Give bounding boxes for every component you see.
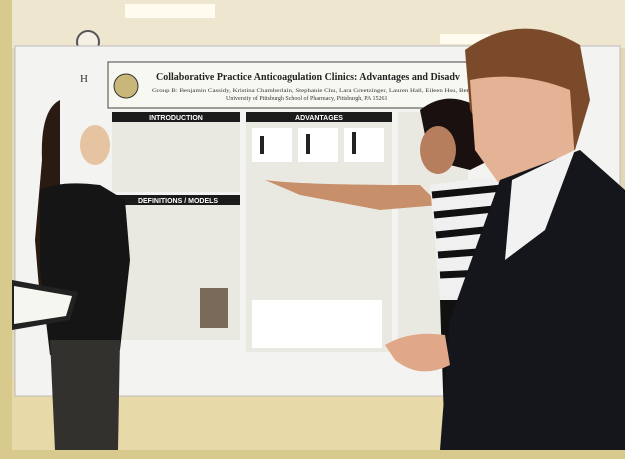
stripes: [431, 184, 505, 279]
section-title: ADVANTAGES: [295, 115, 343, 122]
person-face: [420, 126, 456, 174]
suit-jacket: [440, 150, 625, 450]
person-dress: [40, 183, 130, 355]
mini-chart: [344, 128, 384, 162]
person-pants: [50, 340, 120, 450]
poster-affiliation: University of Pittsburgh School of Pharm…: [226, 95, 388, 102]
section-header: [112, 112, 240, 122]
mini-chart: [298, 128, 338, 162]
table-image: [252, 300, 382, 348]
ceiling-light: [440, 34, 490, 44]
mini-bar: [306, 134, 310, 154]
shirt: [505, 150, 575, 260]
seal: [113, 73, 139, 99]
person-face: [470, 76, 575, 190]
board-label: H: [80, 73, 88, 85]
hand: [385, 333, 450, 372]
mini-chart: [252, 128, 292, 162]
paper: [14, 286, 72, 324]
poster-title: Collaborative Practice Anticoagulation C…: [156, 72, 460, 83]
poster-authors: Group B: Benjamin Cassidy, Kristina Cham…: [152, 88, 472, 94]
section-header: [246, 112, 392, 122]
mini-bar: [260, 136, 264, 154]
section-header: [116, 195, 240, 205]
section-title: INTRODUCTION: [149, 115, 203, 122]
mini-bar: [352, 132, 356, 154]
ceiling-light: [125, 4, 215, 18]
person-face: [80, 125, 110, 165]
pointing-arm: [265, 180, 440, 210]
intro-panel: [112, 112, 240, 192]
section-title: DEFINITIONS / MODELS: [138, 198, 218, 205]
poster-photo: [200, 288, 228, 328]
